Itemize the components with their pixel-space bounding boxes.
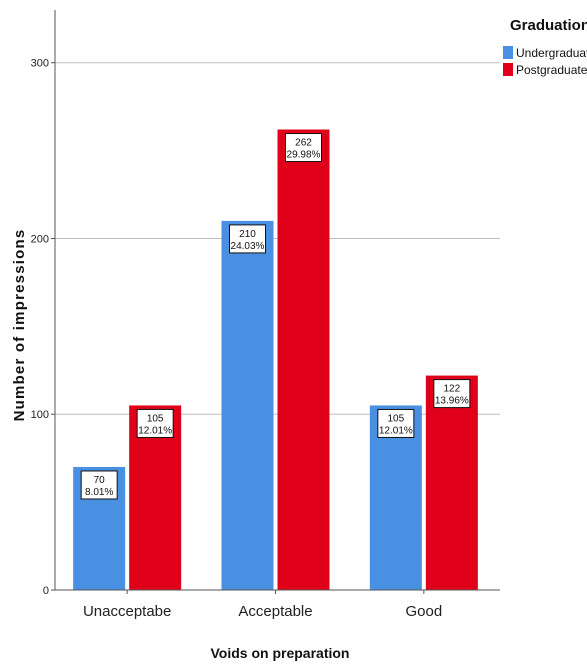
legend-label-undergraduate: Undergraduate xyxy=(516,46,587,60)
legend-swatch-undergraduate xyxy=(503,46,513,59)
legend-title: Graduation xyxy=(510,17,587,34)
legend-swatch-postgraduate xyxy=(503,63,513,76)
legend: Graduation Undergraduate Postgraduate xyxy=(503,17,587,77)
y-axis-title: Number of impressions xyxy=(11,229,28,422)
y-tick-label: 300 xyxy=(31,58,49,70)
data-label-count: 105 xyxy=(387,413,404,424)
data-label-percent: 29.98% xyxy=(287,150,321,161)
x-axis-title: Voids on preparation xyxy=(211,645,350,661)
x-tick-label: Good xyxy=(405,603,442,620)
data-label-box xyxy=(80,470,118,500)
data-label-percent: 12.01% xyxy=(379,425,413,436)
y-tick-label: 0 xyxy=(43,585,49,597)
axes: 0 100 200 300 Unacceptabe Acceptable Good xyxy=(31,10,500,620)
y-tick-label: 200 xyxy=(31,233,49,245)
x-tick-label: Unacceptabe xyxy=(83,603,171,620)
data-label-percent: 12.01% xyxy=(138,425,172,436)
data-label-count: 210 xyxy=(239,229,256,240)
data-label: 708.01% xyxy=(80,470,118,500)
x-tick-label: Acceptable xyxy=(238,603,312,620)
data-label-count: 70 xyxy=(94,475,106,486)
data-label-percent: 8.01% xyxy=(85,487,113,498)
data-labels: 708.01%10512.01%21024.03%26229.98%10512.… xyxy=(80,133,471,500)
data-label-count: 105 xyxy=(147,413,164,424)
data-label-box xyxy=(433,379,471,409)
bar-undergraduate-1 xyxy=(221,220,274,590)
bar-postgraduate-1 xyxy=(277,129,330,591)
data-label-box xyxy=(377,408,415,438)
data-label-percent: 24.03% xyxy=(231,241,265,252)
data-label-count: 122 xyxy=(443,384,460,395)
data-label-box xyxy=(285,133,322,163)
data-label-count: 262 xyxy=(295,138,312,149)
y-tick-label: 100 xyxy=(31,409,49,421)
bar-postgraduate-2 xyxy=(425,375,478,590)
data-label-box xyxy=(136,408,174,438)
data-label-percent: 13.96% xyxy=(435,396,469,407)
data-label-box xyxy=(229,224,266,254)
legend-label-postgraduate: Postgraduate xyxy=(516,63,587,77)
bars xyxy=(73,129,478,591)
